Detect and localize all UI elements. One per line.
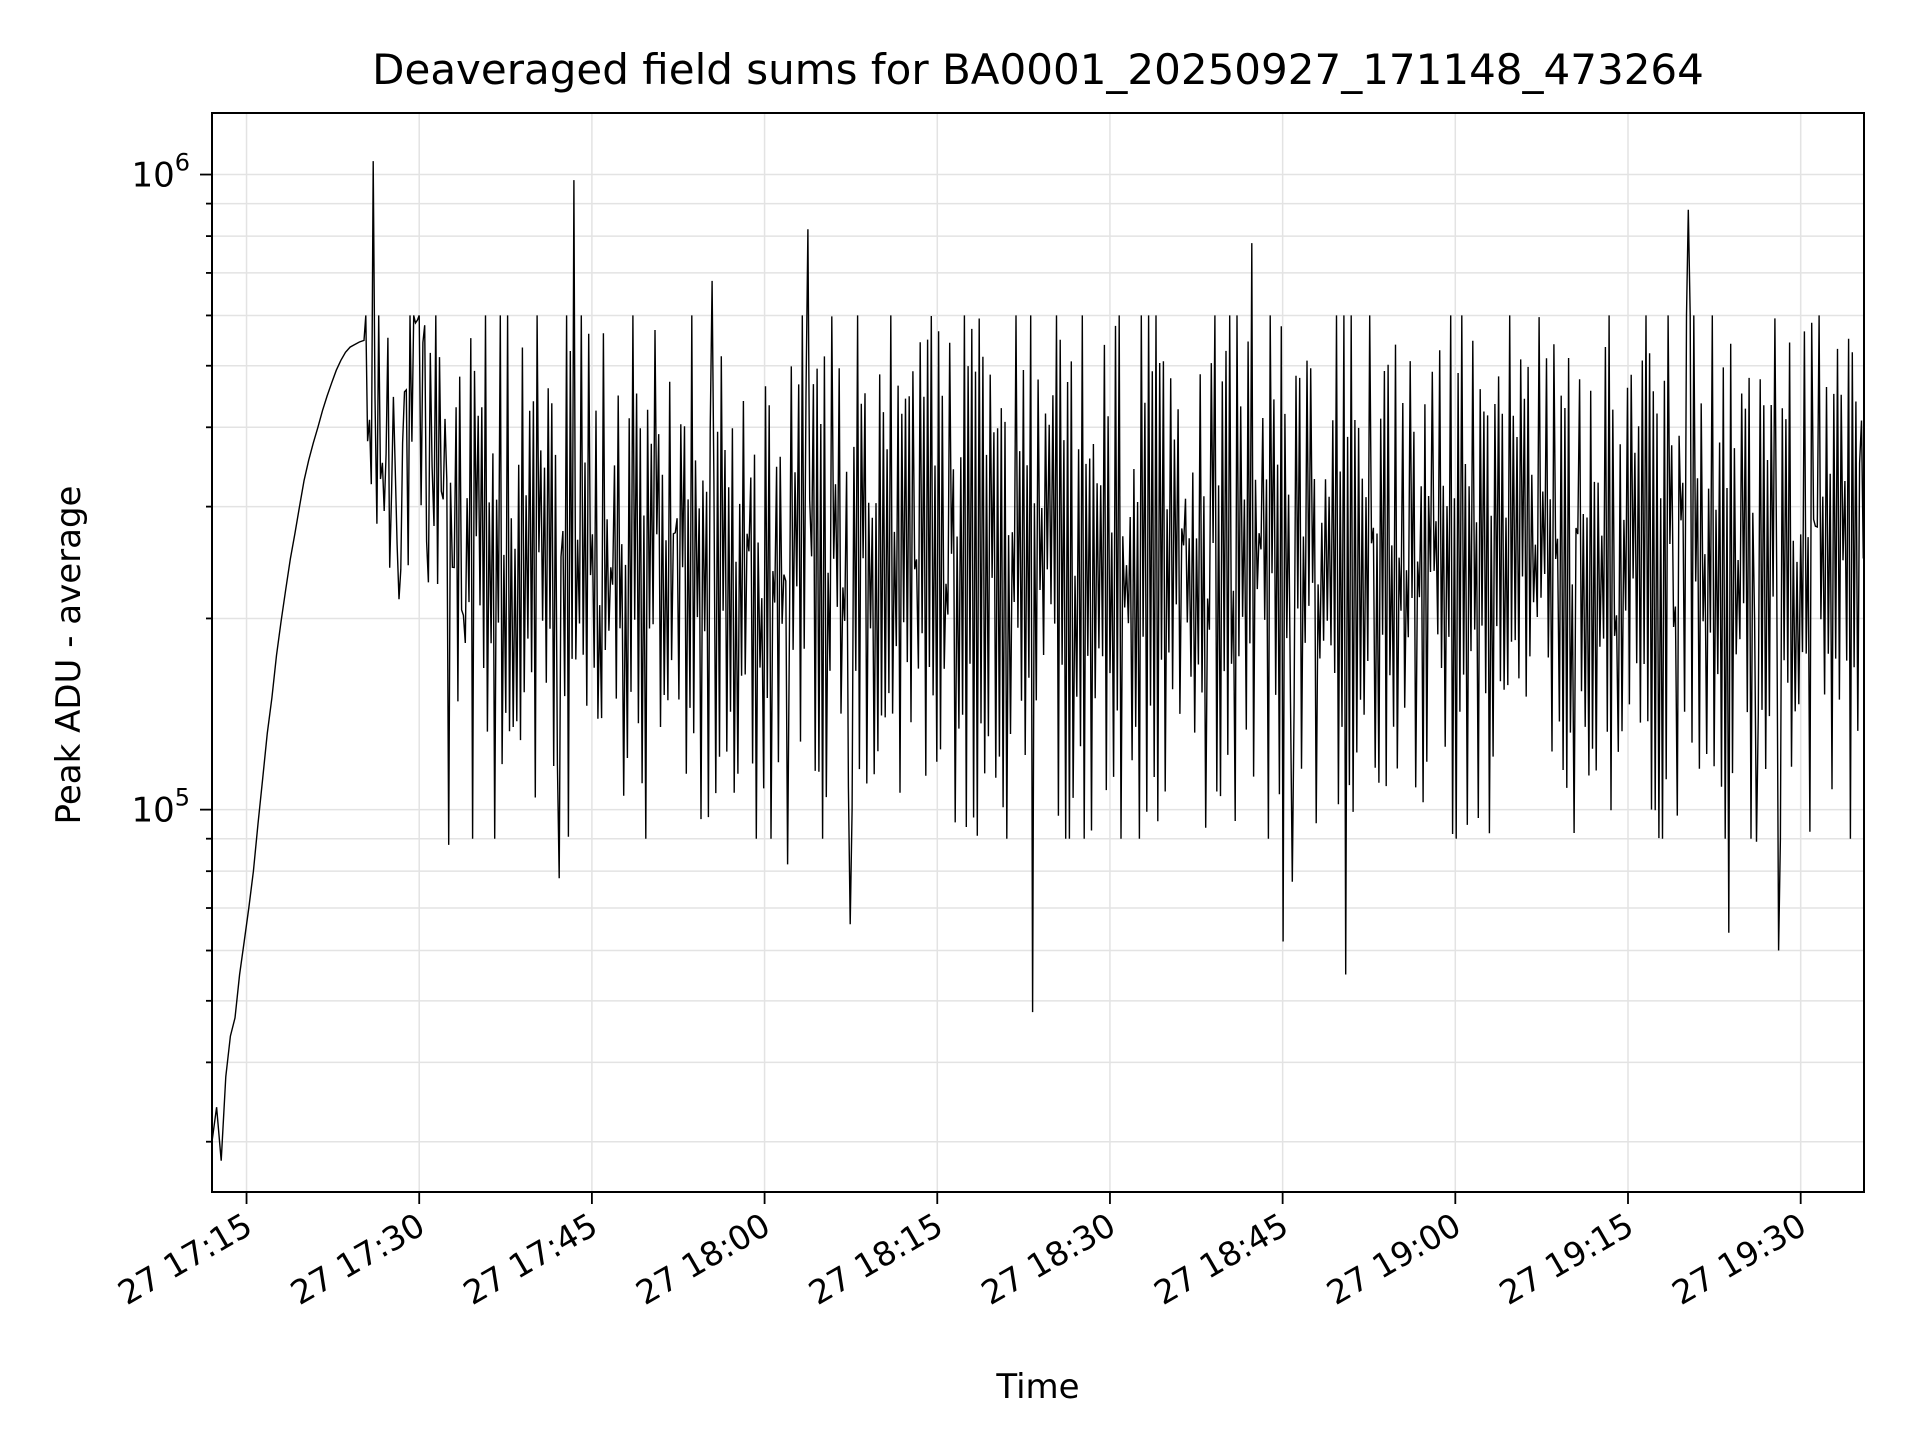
y-tick-label: 106	[131, 149, 190, 196]
grid	[212, 113, 1864, 1192]
series-line	[211, 161, 1864, 1161]
series-layer	[211, 161, 1864, 1161]
plot-frame	[211, 112, 1865, 1193]
chart-title: Deaveraged field sums for BA0001_2025092…	[372, 45, 1704, 94]
y-tick-exponent: 5	[175, 784, 190, 812]
y-tick-base: 10	[131, 156, 174, 196]
y-tick-base: 10	[131, 791, 174, 831]
y-tick-exponent: 6	[175, 149, 190, 177]
y-tick-label: 105	[131, 784, 190, 831]
y-axis-label: Peak ADU - average	[49, 486, 89, 825]
x-axis-label: Time	[995, 1367, 1079, 1407]
